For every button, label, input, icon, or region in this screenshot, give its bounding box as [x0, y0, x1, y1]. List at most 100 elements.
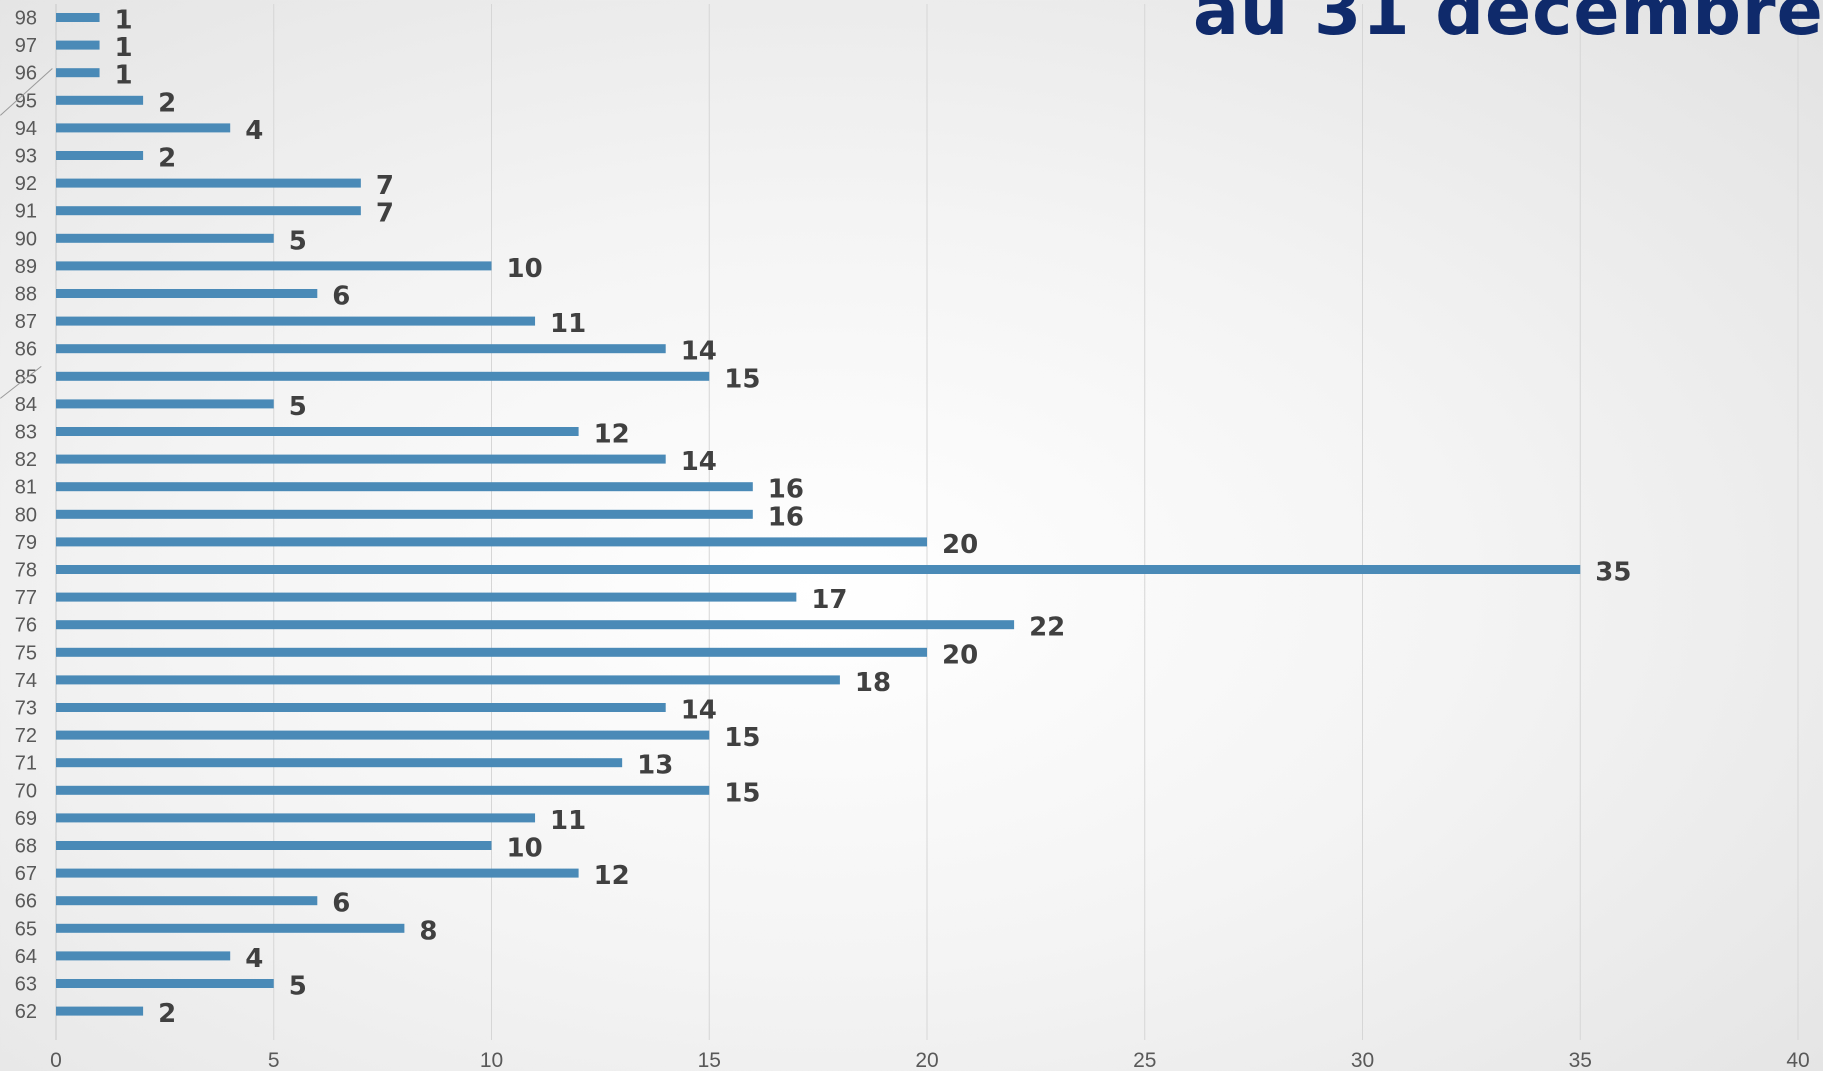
bar — [56, 344, 666, 354]
bar — [56, 1006, 144, 1016]
y-tick-label: 66 — [15, 891, 37, 913]
bars — [56, 13, 1581, 1016]
y-tick-label: 69 — [15, 808, 37, 830]
y-tick-label: 75 — [15, 642, 37, 664]
data-label: 6 — [332, 889, 350, 919]
data-label: 18 — [855, 668, 891, 698]
data-label: 13 — [637, 751, 673, 781]
x-tick-label: 0 — [50, 1049, 62, 1071]
x-tick-label: 15 — [698, 1049, 721, 1071]
bar — [56, 261, 492, 271]
y-tick-label: 87 — [15, 311, 37, 333]
data-label: 5 — [289, 972, 307, 1002]
y-tick-label: 62 — [15, 1001, 37, 1023]
data-label: 20 — [942, 530, 978, 560]
data-label: 2 — [158, 144, 176, 174]
bar — [56, 758, 623, 768]
data-label: 17 — [811, 585, 847, 615]
data-label: 1 — [115, 33, 133, 63]
y-tick-label: 89 — [15, 256, 37, 278]
y-tick-label: 74 — [15, 670, 37, 692]
chart-title: au 31 décembre 2 — [1193, 0, 1823, 51]
data-label: 1 — [115, 61, 133, 91]
bar — [56, 68, 100, 78]
x-tick-label: 20 — [915, 1049, 938, 1071]
bar — [56, 13, 100, 22]
data-label: 7 — [376, 199, 394, 229]
y-tick-label: 70 — [15, 780, 37, 802]
data-label: 15 — [724, 723, 760, 753]
bar — [56, 868, 579, 878]
data-label: 11 — [550, 806, 586, 836]
x-tick-label: 5 — [268, 1049, 280, 1071]
data-label: 15 — [724, 364, 760, 394]
x-tick-label: 40 — [1786, 1049, 1809, 1071]
y-tick-label: 98 — [15, 8, 37, 30]
data-label: 8 — [419, 916, 437, 946]
y-tick-labels: 62 63 64 65 66 67 68 69 70 71 72 73 74 75 76 77 78 79 80 81… — [15, 8, 37, 1024]
x-tick-label: 30 — [1351, 1049, 1374, 1071]
data-labels: 2548612101115131514182022173520161614125… — [115, 6, 1632, 1030]
bar — [56, 951, 231, 961]
y-tick-label: 63 — [15, 974, 37, 996]
y-tick-label: 73 — [15, 698, 37, 720]
bar — [56, 289, 318, 298]
data-label: 2 — [158, 999, 176, 1029]
y-tick-label: 68 — [15, 836, 37, 858]
bar — [56, 647, 927, 657]
bar — [56, 730, 710, 740]
x-tick-label: 10 — [480, 1049, 503, 1071]
x-tick-labels: 0 5 10 15 20 25 30 35 40 — [50, 1049, 1810, 1071]
data-label: 22 — [1029, 613, 1065, 643]
y-tick-label: 86 — [15, 339, 37, 361]
bar — [56, 537, 927, 547]
y-tick-label: 64 — [15, 946, 37, 968]
bar — [56, 841, 492, 850]
data-label: 2 — [158, 88, 176, 118]
y-tick-label: 81 — [15, 477, 37, 499]
data-label: 1 — [115, 6, 133, 36]
data-label: 5 — [289, 226, 307, 256]
bar — [56, 178, 361, 188]
bar — [56, 482, 753, 492]
y-tick-label: 95 — [15, 90, 37, 112]
gridlines — [55, 4, 1799, 1040]
bar — [56, 813, 536, 823]
y-tick-label: 94 — [15, 118, 37, 140]
data-label: 12 — [594, 420, 630, 450]
y-tick-label: 67 — [15, 863, 37, 885]
bar — [56, 565, 1581, 574]
data-label: 16 — [768, 502, 804, 532]
data-label: 15 — [724, 778, 760, 808]
y-tick-label: 77 — [15, 587, 37, 609]
bar — [56, 371, 710, 381]
y-tick-label: 96 — [15, 63, 37, 85]
data-label: 10 — [507, 254, 543, 284]
y-tick-label: 78 — [15, 560, 37, 582]
data-label: 5 — [289, 392, 307, 422]
bar — [56, 675, 840, 685]
bar — [56, 316, 536, 326]
x-tick-label: 25 — [1133, 1049, 1156, 1071]
y-tick-label: 91 — [15, 201, 37, 223]
bar — [56, 620, 1015, 630]
bar — [56, 233, 274, 243]
bar — [56, 979, 274, 988]
x-tick-label: 35 — [1569, 1049, 1592, 1071]
data-label: 14 — [681, 447, 717, 477]
bar — [56, 399, 274, 409]
data-label: 16 — [768, 475, 804, 505]
data-label: 4 — [245, 116, 263, 146]
data-label: 11 — [550, 309, 586, 339]
y-tick-label: 93 — [15, 146, 37, 168]
y-tick-label: 90 — [15, 228, 37, 250]
bar — [56, 454, 666, 464]
bar — [56, 40, 100, 50]
y-tick-label: 82 — [15, 449, 37, 471]
y-tick-label: 72 — [15, 725, 37, 747]
bar — [56, 703, 666, 712]
data-label: 14 — [681, 696, 717, 726]
data-label: 14 — [681, 337, 717, 367]
data-label: 12 — [594, 861, 630, 891]
